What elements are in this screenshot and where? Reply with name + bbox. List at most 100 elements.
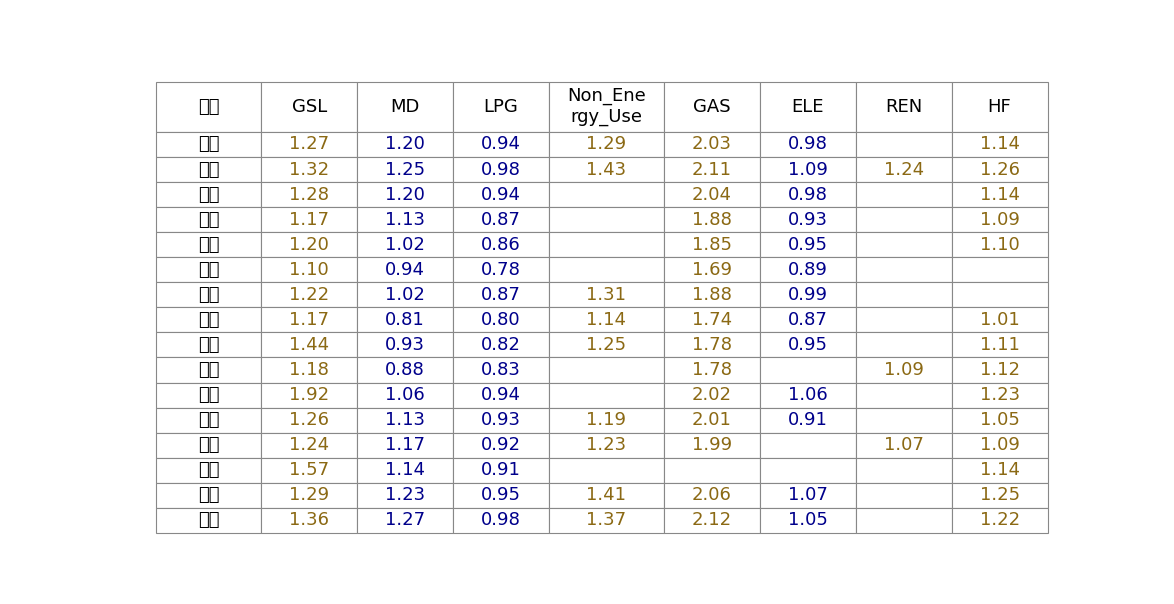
Text: 1.69: 1.69 <box>691 261 731 279</box>
Bar <box>357 232 453 257</box>
Bar <box>549 408 664 432</box>
Bar <box>856 307 952 332</box>
Text: 1.14: 1.14 <box>979 135 1019 153</box>
Text: 울산: 울산 <box>198 361 220 379</box>
Text: 1.57: 1.57 <box>289 461 330 479</box>
Bar <box>453 182 549 207</box>
Bar <box>664 458 760 483</box>
Bar <box>357 358 453 382</box>
Text: 1.20: 1.20 <box>289 236 329 254</box>
Bar <box>856 458 952 483</box>
Bar <box>453 82 549 132</box>
Bar <box>262 432 357 458</box>
Bar <box>952 82 1047 132</box>
Bar <box>453 207 549 232</box>
Text: 0.98: 0.98 <box>788 185 828 204</box>
Bar <box>549 358 664 382</box>
Bar <box>549 232 664 257</box>
Bar <box>952 332 1047 358</box>
Text: 1.41: 1.41 <box>587 486 627 504</box>
Text: 1.78: 1.78 <box>691 336 731 354</box>
Text: 1.12: 1.12 <box>979 361 1019 379</box>
Text: 경남: 경남 <box>198 185 220 204</box>
Bar <box>549 82 664 132</box>
Bar <box>262 382 357 408</box>
Text: 0.89: 0.89 <box>788 261 828 279</box>
Text: 1.01: 1.01 <box>979 311 1019 329</box>
Text: 1.05: 1.05 <box>979 411 1019 429</box>
Bar <box>952 458 1047 483</box>
Bar <box>357 508 453 533</box>
Text: 1.09: 1.09 <box>979 436 1019 454</box>
Text: 0.93: 0.93 <box>385 336 425 354</box>
Bar <box>952 132 1047 157</box>
Text: 1.26: 1.26 <box>979 161 1019 179</box>
Text: 1.02: 1.02 <box>385 286 425 304</box>
Bar <box>549 307 664 332</box>
Bar <box>357 483 453 508</box>
Bar <box>664 332 760 358</box>
Bar <box>856 157 952 182</box>
Bar <box>549 182 664 207</box>
Bar <box>453 157 549 182</box>
Text: 1.88: 1.88 <box>691 286 731 304</box>
Bar <box>760 483 856 508</box>
Text: 1.27: 1.27 <box>289 135 330 153</box>
Bar <box>664 408 760 432</box>
Bar <box>549 332 664 358</box>
Text: 1.22: 1.22 <box>979 512 1020 529</box>
Bar <box>760 282 856 307</box>
Bar <box>262 508 357 533</box>
Text: 0.98: 0.98 <box>481 512 521 529</box>
Text: 충북: 충북 <box>198 512 220 529</box>
Text: 1.24: 1.24 <box>884 161 924 179</box>
Bar <box>856 483 952 508</box>
Bar <box>156 132 262 157</box>
Bar <box>156 458 262 483</box>
Text: 1.17: 1.17 <box>385 436 425 454</box>
Bar <box>262 207 357 232</box>
Bar <box>357 207 453 232</box>
Bar <box>453 382 549 408</box>
Text: 0.82: 0.82 <box>481 336 521 354</box>
Bar <box>549 207 664 232</box>
Text: 1.18: 1.18 <box>289 361 329 379</box>
Bar <box>856 358 952 382</box>
Text: 1.17: 1.17 <box>289 311 329 329</box>
Text: 0.81: 0.81 <box>385 311 425 329</box>
Bar <box>549 508 664 533</box>
Text: 1.23: 1.23 <box>979 386 1020 404</box>
Bar <box>952 382 1047 408</box>
Text: 2.06: 2.06 <box>691 486 731 504</box>
Text: 1.14: 1.14 <box>587 311 627 329</box>
Text: 경북: 경북 <box>198 211 220 229</box>
Text: LPG: LPG <box>484 98 519 116</box>
Text: ELE: ELE <box>791 98 824 116</box>
Bar <box>760 307 856 332</box>
Bar <box>453 408 549 432</box>
Bar <box>549 382 664 408</box>
Text: 0.94: 0.94 <box>481 386 521 404</box>
Text: 1.32: 1.32 <box>289 161 330 179</box>
Bar <box>856 282 952 307</box>
Bar <box>453 432 549 458</box>
Bar <box>357 132 453 157</box>
Bar <box>453 132 549 157</box>
Bar <box>664 257 760 282</box>
Bar <box>952 182 1047 207</box>
Bar <box>262 82 357 132</box>
Text: 2.01: 2.01 <box>691 411 731 429</box>
Text: 0.93: 0.93 <box>481 411 521 429</box>
Bar <box>549 282 664 307</box>
Bar <box>760 358 856 382</box>
Bar <box>664 432 760 458</box>
Bar <box>760 408 856 432</box>
Text: 2.11: 2.11 <box>691 161 731 179</box>
Text: 1.07: 1.07 <box>788 486 828 504</box>
Text: 강원: 강원 <box>198 135 220 153</box>
Text: 1.27: 1.27 <box>385 512 425 529</box>
Bar <box>856 257 952 282</box>
Text: 0.95: 0.95 <box>788 236 828 254</box>
Bar <box>453 458 549 483</box>
Text: 0.87: 0.87 <box>788 311 828 329</box>
